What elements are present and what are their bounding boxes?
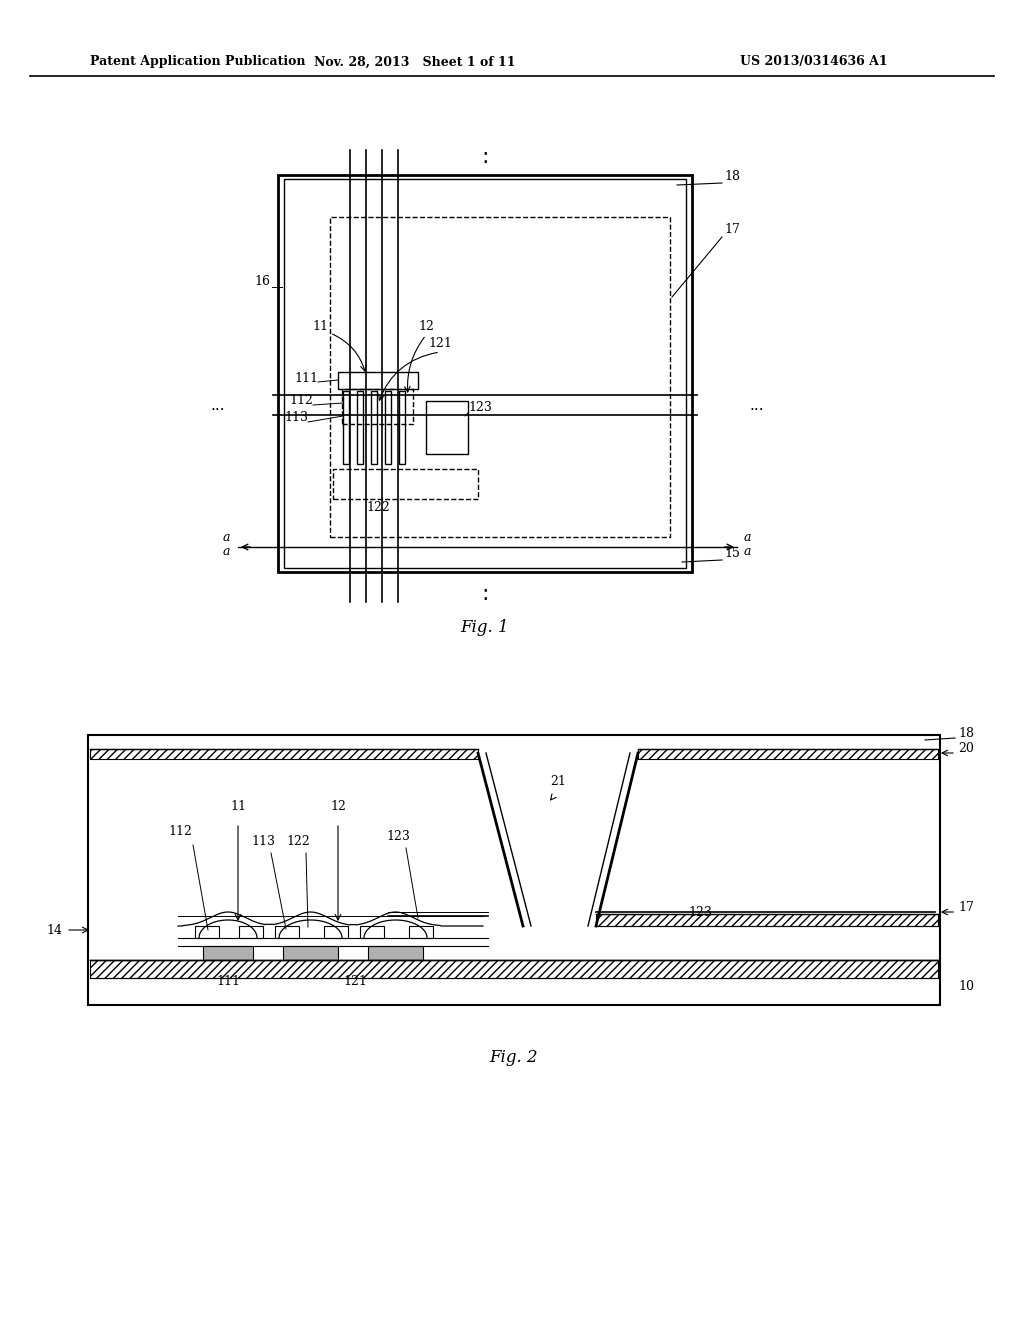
Bar (278, 176, 692, 572)
Text: 12: 12 (330, 800, 346, 813)
Text: US 2013/0314636 A1: US 2013/0314636 A1 (740, 55, 888, 69)
Text: 113: 113 (251, 836, 275, 847)
Bar (195, 927, 219, 939)
Bar (360, 927, 384, 939)
Bar (90, 960, 938, 978)
Text: 17: 17 (724, 223, 740, 236)
Text: 122: 122 (367, 502, 390, 513)
Text: a: a (743, 531, 751, 544)
Text: 14: 14 (46, 924, 62, 936)
Bar (90, 748, 478, 759)
Bar (239, 927, 263, 939)
Text: 123: 123 (688, 906, 712, 919)
Text: 121: 121 (343, 975, 367, 987)
Text: 12: 12 (418, 319, 434, 333)
Text: 112: 112 (289, 393, 313, 407)
Text: 18: 18 (958, 727, 974, 741)
Text: 18: 18 (724, 170, 740, 183)
Text: 111: 111 (294, 372, 318, 385)
Bar (385, 391, 391, 465)
Text: Nov. 28, 2013   Sheet 1 of 11: Nov. 28, 2013 Sheet 1 of 11 (314, 55, 516, 69)
Text: 20: 20 (958, 742, 974, 755)
Bar (426, 401, 468, 454)
Text: a: a (222, 545, 229, 558)
Bar (284, 180, 686, 568)
Bar (203, 946, 253, 960)
Text: ...: ... (211, 397, 225, 412)
Text: a: a (222, 531, 229, 544)
Text: :: : (481, 583, 488, 605)
Bar (371, 391, 377, 465)
Bar (88, 735, 940, 1005)
Text: :: : (481, 147, 488, 168)
Text: 11: 11 (230, 800, 246, 813)
Text: 21: 21 (550, 775, 566, 788)
Bar (283, 946, 338, 960)
Text: 122: 122 (286, 836, 310, 847)
Bar (596, 913, 938, 927)
Bar (342, 389, 413, 424)
Text: 17: 17 (958, 902, 974, 913)
Text: ...: ... (750, 397, 764, 412)
Text: 111: 111 (216, 975, 240, 987)
Bar (90, 960, 938, 1003)
Bar (399, 391, 406, 465)
Bar (368, 946, 423, 960)
Text: 112: 112 (168, 825, 191, 838)
Text: 15: 15 (724, 546, 740, 560)
Bar (324, 927, 348, 939)
Text: 10: 10 (958, 979, 974, 993)
Text: a: a (743, 545, 751, 558)
Text: 123: 123 (386, 830, 410, 843)
Bar (275, 927, 299, 939)
Bar (343, 391, 349, 465)
Text: Fig. 2: Fig. 2 (489, 1048, 539, 1065)
Text: 121: 121 (428, 337, 452, 350)
Text: Patent Application Publication: Patent Application Publication (90, 55, 305, 69)
Text: 16: 16 (254, 275, 270, 288)
Bar (338, 372, 418, 389)
Bar (333, 469, 478, 499)
Bar (330, 216, 670, 537)
Bar (357, 391, 362, 465)
Text: 113: 113 (284, 411, 308, 424)
Bar (409, 927, 433, 939)
Text: 123: 123 (468, 401, 492, 414)
Text: 11: 11 (312, 319, 328, 333)
Text: Fig. 1: Fig. 1 (461, 619, 509, 635)
Bar (638, 748, 938, 759)
